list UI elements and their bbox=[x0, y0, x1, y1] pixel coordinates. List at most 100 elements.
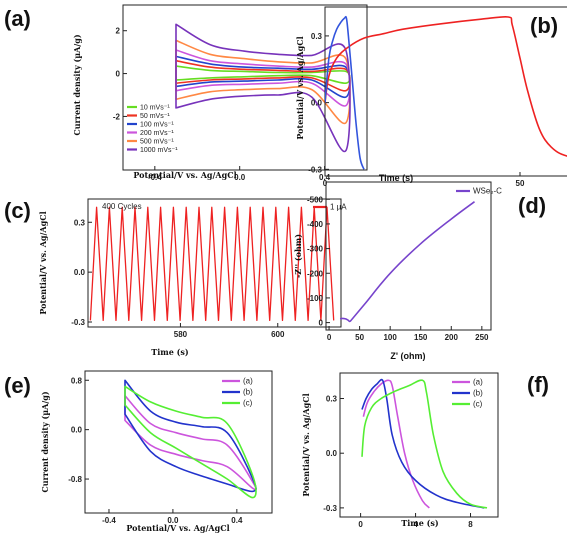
plot-frame bbox=[324, 6, 567, 177]
y-tick-label: 0.0 bbox=[74, 268, 86, 277]
legend-entry: 10 mVs⁻¹ bbox=[140, 105, 170, 112]
y-tick-label: -0.3 bbox=[71, 318, 85, 327]
y-axis-label: Potential/V vs. Ag/AgCl bbox=[38, 211, 48, 314]
x-tick-label: 0.4 bbox=[319, 173, 331, 182]
legend: WSe₂-C bbox=[456, 187, 502, 196]
panel-label: (c) bbox=[4, 198, 31, 223]
series-line bbox=[361, 379, 488, 509]
x-axis-label: Time (s) bbox=[151, 347, 189, 357]
legend: (a) (b) (c) bbox=[222, 377, 253, 408]
x-tick-label: 0.4 bbox=[231, 516, 243, 525]
y-axis-label: Potential/V vs. Ag/AgCl bbox=[295, 36, 305, 139]
y-tick-label: -500 bbox=[307, 195, 324, 204]
plot-frame bbox=[84, 370, 273, 514]
y-tick-label: 0.3 bbox=[74, 218, 86, 227]
y-tick-label: 0.3 bbox=[326, 395, 338, 404]
panel-label: (a) bbox=[4, 6, 31, 31]
legend-entry: 500 mVs⁻¹ bbox=[140, 139, 174, 146]
panel-label: (e) bbox=[4, 373, 31, 398]
panel-e: -0.4 0.0 0.4 -0.8 0.0 0.8 Current density (µA/… bbox=[4, 370, 273, 533]
y-axis-label: Current density (µA/g) bbox=[40, 391, 50, 493]
series-line bbox=[124, 385, 257, 499]
y-tick-label: -0.8 bbox=[68, 475, 82, 484]
x-axis-label: Potential/V vs. Ag/AgCl bbox=[126, 523, 229, 533]
plot-area bbox=[339, 201, 475, 323]
legend-entry: (a) bbox=[473, 378, 483, 387]
panel-label: (b) bbox=[530, 13, 558, 38]
panel-c: 580 600 -0.3 0.0 0.3 Potential/V vs. Ag/AgCl T… bbox=[4, 198, 347, 357]
y-tick-label: -0.3 bbox=[323, 504, 337, 513]
y-tick-label: -200 bbox=[307, 269, 324, 278]
legend-entry: (c) bbox=[243, 399, 253, 408]
legend-entry: (a) bbox=[243, 377, 253, 386]
panel-label: (f) bbox=[527, 372, 549, 397]
series-line bbox=[124, 394, 257, 491]
y-tick-label: 0 bbox=[319, 319, 324, 328]
y-tick-label: -400 bbox=[307, 220, 324, 229]
x-tick-label: 100 bbox=[383, 333, 397, 342]
x-tick-label: 50 bbox=[355, 333, 364, 342]
x-axis-label: Z' (ohm) bbox=[390, 351, 425, 361]
x-tick-label: 0 bbox=[327, 333, 332, 342]
x-tick-label: 580 bbox=[174, 330, 188, 339]
legend-entry: (c) bbox=[473, 400, 483, 409]
x-axis-label: Potential/V vs. Ag/AgCl bbox=[133, 170, 236, 180]
legend-entry: 200 mVs⁻¹ bbox=[140, 130, 174, 137]
y-tick-label: 0.0 bbox=[326, 449, 338, 458]
legend-entry: 1 µA bbox=[330, 203, 347, 212]
plot-area bbox=[325, 15, 567, 170]
annotation: 400 Cycles bbox=[102, 202, 142, 211]
x-tick-label: 0.0 bbox=[234, 173, 246, 182]
legend-entry: 100 mVs⁻¹ bbox=[140, 122, 174, 129]
plot-area bbox=[124, 379, 257, 499]
y-tick-label: 0 bbox=[116, 70, 121, 79]
y-tick-label: -0.3 bbox=[308, 165, 322, 174]
x-tick-label: -0.4 bbox=[102, 516, 116, 525]
legend: 1 µA bbox=[313, 203, 347, 212]
y-tick-label: -100 bbox=[307, 294, 324, 303]
legend-entry: WSe₂-C bbox=[473, 187, 502, 196]
plot-frame bbox=[122, 4, 368, 171]
legend-entry: (b) bbox=[473, 389, 483, 398]
x-axis-label: Time (s) bbox=[379, 173, 413, 183]
plot-frame bbox=[339, 372, 499, 518]
series-line bbox=[89, 206, 335, 322]
legend-entry: 1000 mVs⁻¹ bbox=[140, 147, 178, 154]
series-line bbox=[361, 378, 485, 509]
series-line bbox=[362, 379, 430, 509]
x-tick-label: -0.4 bbox=[148, 173, 162, 182]
x-tick-label: 0.0 bbox=[167, 516, 179, 525]
legend-entry: (b) bbox=[243, 388, 253, 397]
panel-label: (d) bbox=[518, 193, 546, 218]
series-line bbox=[175, 23, 351, 153]
panel-a: -0.4 0.0 0.4 -2 0 2 Current density (µA/g) Pote… bbox=[4, 4, 368, 182]
plot-frame bbox=[325, 181, 492, 331]
y-tick-label: 0.0 bbox=[311, 99, 323, 108]
x-tick-label: 4 bbox=[413, 520, 418, 529]
series-line bbox=[325, 15, 365, 170]
x-tick-label: 0 bbox=[358, 520, 363, 529]
x-tick-label: 250 bbox=[475, 333, 489, 342]
panel-d: 0 50 100 150 200 250 0 -100 -200 -300 -400 -500 -Z''… bbox=[293, 181, 546, 361]
x-axis-label: Time (s) bbox=[401, 518, 439, 528]
x-tick-label: 200 bbox=[445, 333, 459, 342]
plot-area bbox=[89, 206, 335, 322]
legend-entry: 50 mVs⁻¹ bbox=[140, 113, 170, 120]
plot-frame bbox=[87, 198, 342, 328]
panel-f: 0 4 8 -0.3 0.0 0.3 Potential/V vs. Ag/AgCl Time… bbox=[301, 372, 549, 529]
x-tick-label: 8 bbox=[468, 520, 473, 529]
x-tick-label: 600 bbox=[271, 330, 285, 339]
y-axis-label: Potential/V vs. Ag/AgCl bbox=[301, 393, 311, 496]
y-tick-label: 0.3 bbox=[311, 32, 323, 41]
y-tick-label: 0.8 bbox=[71, 376, 83, 385]
y-tick-label: -300 bbox=[307, 245, 324, 254]
plot-area bbox=[361, 378, 488, 509]
series-line bbox=[339, 201, 475, 323]
series-line bbox=[325, 15, 567, 157]
x-tick-label: 150 bbox=[414, 333, 428, 342]
y-tick-label: -2 bbox=[113, 112, 121, 121]
x-tick-label: 0 bbox=[323, 179, 328, 188]
x-tick-label: 50 bbox=[516, 179, 525, 188]
